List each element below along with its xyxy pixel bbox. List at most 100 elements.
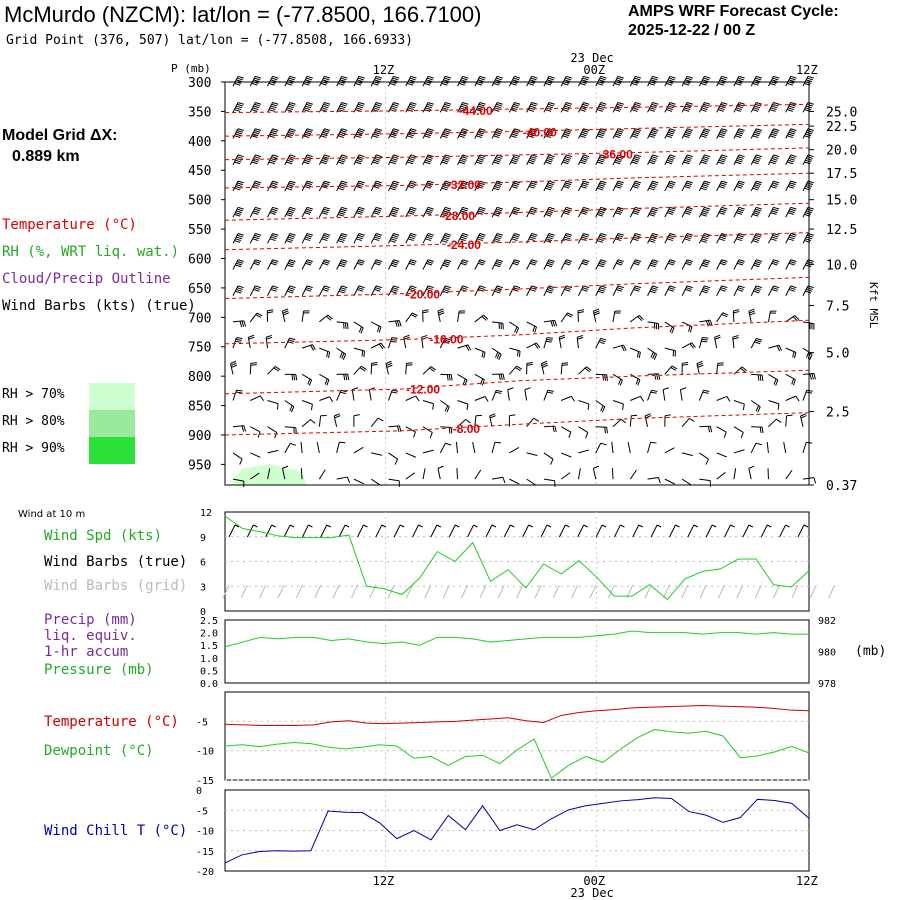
wind-barb: [351, 389, 355, 401]
wind-barb-flag: [270, 184, 277, 187]
wind-barb-flag: [534, 343, 539, 349]
wind-barb: [733, 468, 737, 480]
wind-barb-flag: [340, 389, 347, 393]
wind-barb-flag: [253, 236, 260, 240]
wind-barb: [338, 524, 346, 538]
wind-barb-flag: [304, 212, 311, 215]
wind-barb-flag: [376, 180, 383, 184]
wind-barb-flag: [686, 156, 693, 159]
wind-barb: [228, 524, 236, 538]
wind-barb-flag: [667, 288, 674, 292]
wind-barb-flag: [303, 109, 310, 112]
wind-barb-flag: [286, 290, 293, 294]
wind-barb-flag: [462, 233, 469, 236]
wind-barb-flag: [340, 261, 347, 264]
wind-barb-flag: [407, 185, 414, 189]
wind-barb-flag: [235, 159, 242, 163]
wind-barb-flag: [477, 157, 484, 161]
wind-barb-flag: [735, 109, 742, 112]
wind-barb-flag: [787, 107, 794, 111]
wind-barb-flag: [721, 259, 728, 262]
wind-barb-flag: [637, 379, 641, 386]
wind-barb-flag: [494, 264, 501, 268]
wind-barb-flag: [596, 109, 604, 112]
wind-barb-flag: [702, 288, 709, 292]
wind-barb-flag: [507, 387, 514, 391]
wind-barb-flag: [374, 157, 381, 161]
wind-barb-flag: [385, 360, 392, 365]
wind-barb-flag: [376, 154, 383, 158]
wind-barb-flag: [461, 261, 468, 264]
wind-barb-flag: [548, 128, 555, 131]
wind-barb-flag: [495, 262, 502, 266]
wind-barb-flag: [545, 82, 552, 86]
wind-barb-flag: [271, 261, 278, 264]
wind-barb-flag: [479, 206, 486, 210]
wind-barb-flag: [305, 79, 312, 83]
wind-barb-flag: [373, 185, 380, 189]
wind-barb-flag: [717, 135, 724, 139]
wind-barb-flag: [512, 131, 519, 135]
wind-barb-flag: [355, 82, 362, 86]
wind-barb-flag: [736, 212, 743, 215]
wind-barb-flag: [579, 109, 586, 112]
wind-barb-flag: [339, 105, 346, 109]
wind-barb-flag: [788, 79, 795, 83]
wind-barb: [716, 426, 727, 433]
wind-barb-flag: [653, 354, 658, 360]
wind-barb-flag: [652, 180, 659, 184]
wind-barb-flag: [493, 187, 500, 191]
pressure-tick-label: 950: [188, 458, 211, 473]
wind-barb-flag: [305, 262, 312, 266]
wind-barb-flag: [340, 208, 347, 212]
wind-barb-flag: [341, 352, 345, 359]
wind-barb-flag: [634, 182, 641, 186]
wind-barb-flag: [617, 285, 624, 289]
wind-barb-flag: [668, 77, 675, 81]
wind-barb-flag: [287, 236, 294, 240]
wind-barb-flag: [527, 161, 534, 165]
wind-barb: [560, 395, 572, 401]
wind-barb: [439, 442, 446, 454]
wind-barb-flag: [235, 107, 242, 111]
wind-barb-flag: [270, 210, 277, 214]
wind-barb-flag: [545, 161, 552, 165]
wind-barb-flag: [372, 161, 379, 165]
wind-barb-flag: [479, 259, 486, 262]
wind-barb-flag: [399, 524, 405, 528]
wind-barb-flag: [461, 208, 468, 212]
wind-barb-flag: [566, 206, 573, 210]
wind-barb-flag: [533, 417, 540, 422]
wind-barb-flag: [667, 184, 674, 187]
wind-barb-flag: [736, 105, 743, 109]
wind-barb-flag: [632, 212, 639, 215]
wind10m-title: Wind at 10 m: [18, 509, 86, 520]
wind-barb-flag: [792, 351, 795, 358]
wind-barb-flag: [496, 208, 503, 212]
wind-barb-flag: [512, 262, 519, 266]
wind-barb-flag: [580, 185, 587, 189]
wind-barb-flag: [372, 135, 379, 139]
wind-barb: [560, 452, 572, 458]
wind-barb-flag: [287, 184, 294, 187]
wind-barb-flag: [306, 130, 313, 133]
wind-barb-flag: [546, 212, 553, 215]
wind-barb-flag: [773, 102, 780, 105]
wind-barb-flag: [582, 103, 589, 107]
wind-barb-flag: [565, 156, 572, 159]
wind-barb: [783, 442, 787, 454]
wind-barb-flag: [686, 208, 693, 212]
wind-barb-flag: [390, 264, 397, 268]
wind-barb-flag: [657, 477, 661, 484]
wind-barb-flag: [652, 154, 659, 158]
wind-barb-flag: [689, 343, 695, 349]
wind-barb-flag: [502, 373, 505, 380]
wind-barb-flag: [719, 79, 726, 83]
wind-barb-flag: [460, 236, 467, 240]
wind-barb-flag: [752, 213, 759, 217]
wind-barb: [716, 472, 726, 480]
wind-barb-flag: [326, 315, 332, 321]
wind-barb-flag: [701, 185, 708, 189]
wind-barb-flag: [773, 285, 780, 289]
wind-barb-flag: [510, 109, 517, 112]
